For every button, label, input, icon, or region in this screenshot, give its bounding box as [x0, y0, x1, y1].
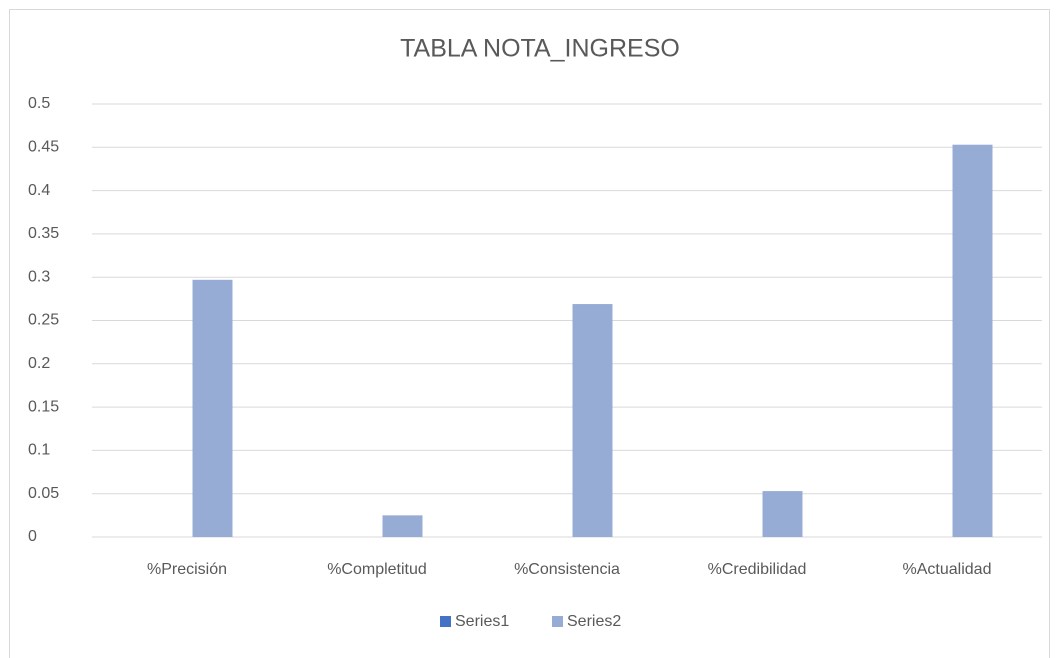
y-tick-label: 0.1	[28, 442, 50, 459]
x-tick-label: %Actualidad	[903, 561, 992, 578]
bar	[762, 491, 803, 537]
y-tick-label: 0.45	[28, 139, 59, 156]
x-tick-label: %Consistencia	[514, 561, 620, 578]
y-tick-label: 0.4	[28, 182, 50, 199]
legend-swatch	[440, 616, 451, 627]
y-tick-label: 0.05	[28, 485, 59, 502]
legend-swatch	[552, 616, 563, 627]
chart-border	[9, 9, 1050, 658]
y-tick-label: 0.15	[28, 398, 59, 415]
x-tick-label: %Credibilidad	[708, 561, 807, 578]
chart-title: TABLA NOTA_INGRESO	[400, 35, 680, 63]
y-tick-label: 0	[28, 528, 37, 545]
y-tick-label: 0.35	[28, 225, 59, 242]
bar	[192, 279, 233, 537]
x-tick-label: %Completitud	[327, 561, 427, 578]
legend-label: Series1	[455, 613, 509, 630]
y-tick-label: 0.5	[28, 95, 50, 112]
bar	[952, 144, 993, 537]
x-tick-label: %Precisión	[147, 561, 227, 578]
y-tick-label: 0.2	[28, 355, 50, 372]
bar	[382, 515, 423, 537]
y-tick-label: 0.3	[28, 268, 50, 285]
legend-label: Series2	[567, 613, 621, 630]
bar	[572, 304, 613, 537]
y-tick-label: 0.25	[28, 312, 59, 329]
